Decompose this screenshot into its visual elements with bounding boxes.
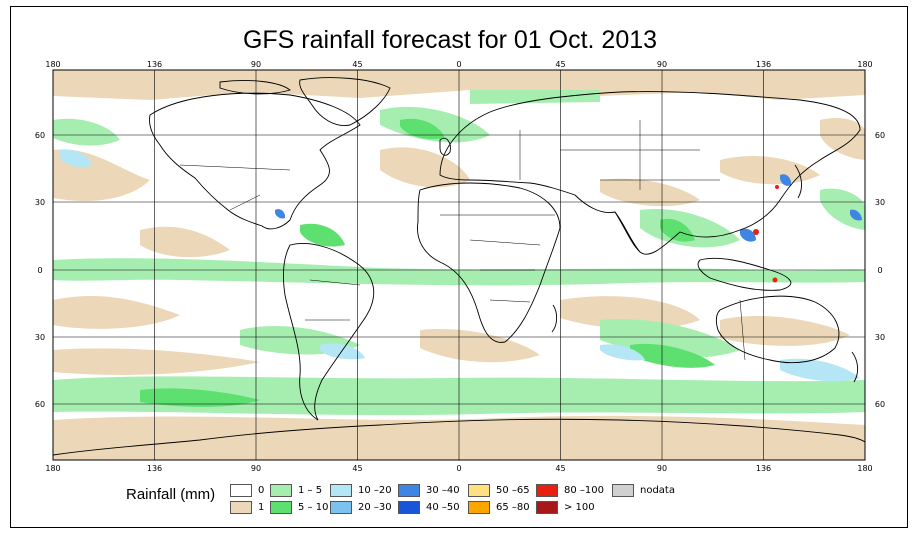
coast-greenland: [299, 77, 391, 126]
legend-swatch: [536, 501, 558, 514]
legend-label: 1: [258, 502, 265, 513]
lon-label-top: 45: [352, 60, 362, 69]
legend-label: 0: [258, 485, 265, 496]
legend-label: 65 –80: [496, 502, 530, 513]
legend-label: 1 – 5: [298, 485, 323, 496]
coastlines: [52, 77, 866, 456]
map-title: GFS rainfall forecast for 01 Oct. 2013: [242, 26, 658, 54]
lat-label-left: 0: [37, 266, 42, 275]
lat-label-left: 60: [35, 131, 45, 140]
legend-label: 50 –65: [496, 485, 530, 496]
lon-label-bottom: 180: [857, 464, 872, 473]
lon-label-bottom: 136: [147, 464, 162, 473]
coast-south-america: [282, 243, 375, 421]
legend-label: 20 –30: [358, 502, 392, 513]
legend-swatch: [468, 501, 490, 514]
legend-swatch: [230, 501, 252, 514]
legend-label: 40 –50: [426, 502, 460, 513]
legend-swatch: [612, 484, 634, 497]
lat-label-left: 30: [35, 333, 45, 342]
lat-label-right: 30: [875, 333, 885, 342]
coast-madagascar: [551, 304, 558, 333]
lon-label-bottom: 45: [555, 464, 565, 473]
lat-label-right: 30: [875, 198, 885, 207]
coast-eurasia: [439, 91, 861, 255]
lat-label-right: 60: [875, 400, 885, 409]
lon-label-bottom: 90: [251, 464, 261, 473]
legend-label: 10 –20: [358, 485, 392, 496]
legend-swatch: [330, 484, 352, 497]
lon-labels-top: 180 136 90 45 0 45 90 136 180: [45, 60, 872, 69]
lon-label-bottom: 180: [45, 464, 60, 473]
coast-antarctica: [52, 418, 866, 456]
lon-label-top: 136: [147, 60, 162, 69]
coast-maritime-se-asia: [697, 257, 792, 291]
legend-swatch: [270, 501, 292, 514]
legend-label: 30 –40: [426, 485, 460, 496]
lat-label-left: 30: [35, 198, 45, 207]
coast-north-america: [149, 92, 361, 230]
legend-swatch: [398, 501, 420, 514]
legend-swatch: [330, 501, 352, 514]
lon-label-top: 90: [251, 60, 261, 69]
legend-swatch: [398, 484, 420, 497]
coast-arctic-islands: [219, 80, 291, 95]
lat-label-left: 60: [35, 400, 45, 409]
plot-border: [52, 69, 866, 461]
lat-labels-right: 60 30 0 30 60: [875, 131, 885, 409]
legend-swatch: [230, 484, 252, 497]
legend-title: Rainfall (mm): [126, 486, 216, 503]
legend-label: > 100: [564, 502, 595, 513]
coast-japan: [794, 164, 802, 199]
coast-india: [614, 211, 641, 253]
lon-label-top: 180: [45, 60, 60, 69]
legend-label: 80 –100: [564, 485, 604, 496]
lon-label-bottom: 136: [756, 464, 771, 473]
lon-label-bottom: 0: [456, 464, 461, 473]
lon-label-top: 0: [456, 60, 461, 69]
coast-australia: [715, 295, 840, 364]
lat-label-right: 0: [877, 266, 882, 275]
legend-swatch: [468, 484, 490, 497]
lat-label-right: 60: [875, 131, 885, 140]
rain-class-10-20mm: [60, 149, 860, 382]
coast-new-zealand: [851, 351, 859, 383]
rain-class-20-40mm: [275, 174, 862, 242]
lon-label-top: 136: [756, 60, 771, 69]
lon-label-top: 90: [657, 60, 667, 69]
coast-uk: [439, 137, 451, 156]
coast-africa: [417, 182, 561, 343]
lat-labels-left: 60 30 0 30 60: [35, 131, 45, 409]
lon-label-bottom: 45: [352, 464, 362, 473]
legend-label: nodata: [640, 485, 675, 496]
rain-class-5-10mm: [140, 118, 715, 407]
rain-class-80-100mm: [753, 185, 779, 283]
lon-labels-bottom: 180 136 90 45 0 45 90 136 180: [45, 464, 872, 473]
legend-swatch: [536, 484, 558, 497]
lon-label-bottom: 90: [657, 464, 667, 473]
lon-label-top: 180: [857, 60, 872, 69]
legend-swatch: [270, 484, 292, 497]
lon-label-top: 45: [555, 60, 565, 69]
legend-label: 5 – 10: [298, 502, 329, 513]
